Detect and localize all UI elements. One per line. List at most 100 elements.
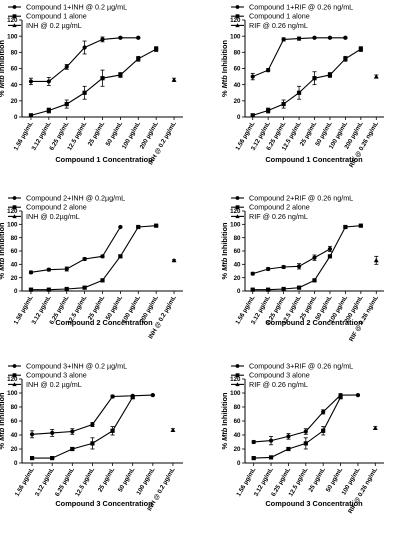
data-point: [321, 409, 326, 414]
data-point: [28, 113, 34, 118]
y-tick-label: 20: [11, 275, 18, 282]
y-tick-label: 40: [11, 82, 18, 89]
y-tick-label: 80: [234, 49, 241, 56]
data-point: [296, 36, 302, 41]
data-point: [100, 76, 105, 81]
data-point: [327, 254, 333, 259]
x-tick-label: 100 µg/mL: [135, 466, 156, 496]
legend-label: RIF @ 0.26 ng/mL: [249, 21, 308, 30]
data-point: [100, 37, 105, 42]
data-point: [118, 224, 123, 230]
series-line: [253, 394, 358, 443]
series-1: [250, 245, 333, 276]
y-axis-title-italic: Mtb: [220, 257, 229, 271]
y-tick-label: 0: [237, 114, 241, 121]
legend-label: INH @ 0.2 µg/mL: [26, 380, 82, 389]
x-tick-label: 6.25 µg/mL: [54, 466, 76, 497]
y-axis-title: % Mtb Inhibition: [0, 39, 6, 97]
series-3: [171, 257, 177, 263]
legend-marker: [12, 214, 17, 219]
y-tick-label: 80: [11, 49, 18, 56]
data-point: [118, 35, 123, 40]
data-point: [312, 255, 317, 260]
data-point: [312, 278, 317, 283]
data-point: [338, 395, 343, 400]
legend-label: RIF @ 0.26 ng/mL: [249, 212, 308, 221]
data-point: [136, 35, 141, 40]
data-point: [266, 108, 271, 113]
y-axis-title-prefix: %: [0, 441, 6, 450]
series-3: [170, 427, 176, 433]
data-point: [110, 394, 115, 399]
series-2: [29, 395, 135, 461]
data-point: [286, 446, 291, 452]
data-point: [266, 68, 271, 73]
data-point: [250, 74, 255, 79]
data-point: [281, 37, 286, 42]
y-tick-label: 60: [11, 66, 18, 73]
data-point: [358, 223, 363, 228]
legend-marker: [12, 205, 17, 210]
data-point: [136, 56, 141, 61]
data-point: [50, 430, 55, 435]
data-point: [28, 79, 34, 84]
data-point: [250, 271, 255, 276]
data-point: [327, 35, 333, 40]
x-axis-title: Compound 3 Concentration: [265, 499, 363, 508]
data-point: [29, 432, 35, 437]
legend-label: Compound 1+RIF @ 0.26 ng/mL: [249, 3, 353, 12]
series-2: [251, 395, 343, 461]
x-tick-label: 12.5 µg/mL: [74, 466, 96, 497]
y-tick-label: 60: [234, 248, 241, 255]
y-axis-title: % Mtb Inhibition: [220, 222, 229, 280]
legend-marker: [12, 373, 17, 378]
x-axis-title: Compound 1 Concentration: [265, 155, 363, 164]
series-3: [373, 74, 379, 79]
data-point: [64, 286, 69, 292]
y-axis-title: % Mtb Inhibition: [220, 39, 229, 97]
y-axis-title-suffix: Inhibition: [0, 392, 6, 428]
series-line: [32, 394, 153, 435]
series-line: [30, 225, 157, 291]
data-point: [343, 56, 348, 61]
data-point: [110, 428, 115, 433]
y-tick-label: 100: [7, 33, 18, 40]
y-tick-label: 0: [14, 460, 18, 467]
data-point: [343, 35, 348, 40]
data-point: [373, 74, 379, 79]
y-axis-title-prefix: %: [0, 271, 6, 280]
series-line: [30, 48, 157, 116]
y-tick-label: 0: [14, 288, 18, 295]
y-tick-label: 60: [234, 418, 241, 425]
data-point: [64, 64, 69, 69]
series-1: [29, 393, 155, 439]
series-1: [28, 224, 123, 275]
y-tick-label: 0: [14, 114, 18, 121]
y-axis-title-suffix: Inhibition: [220, 392, 229, 428]
data-point: [82, 45, 87, 50]
legend-label: Compound 1 alone: [26, 12, 87, 21]
x-tick-label: 50 µg/mL: [105, 120, 125, 147]
y-tick-label: 80: [11, 235, 18, 242]
y-tick-label: 20: [11, 98, 18, 105]
y-tick-label: 120: [7, 208, 18, 215]
y-tick-label: 20: [234, 446, 241, 453]
y-axis-title-italic: Mtb: [0, 427, 6, 441]
legend-marker: [235, 214, 240, 219]
data-point: [303, 441, 308, 446]
series-line: [32, 396, 134, 459]
data-point: [70, 446, 75, 452]
series-2: [28, 46, 159, 118]
y-tick-label: 40: [11, 432, 18, 439]
series-line: [252, 48, 362, 116]
x-tick-label: 1.56 µg/mL: [14, 466, 36, 497]
legend-label: INH @ 0.2µg/mL: [26, 212, 80, 221]
data-point: [64, 101, 69, 107]
x-axis-title: Compound 2 Concentration: [265, 318, 363, 327]
series-1: [28, 35, 141, 86]
y-axis-title-suffix: Inhibition: [220, 222, 229, 258]
series-3: [171, 77, 177, 82]
y-axis-title: % Mtb Inhibition: [220, 392, 229, 450]
legend-label: Compound 2+RIF @ 0.26 ng/mL: [249, 194, 353, 203]
